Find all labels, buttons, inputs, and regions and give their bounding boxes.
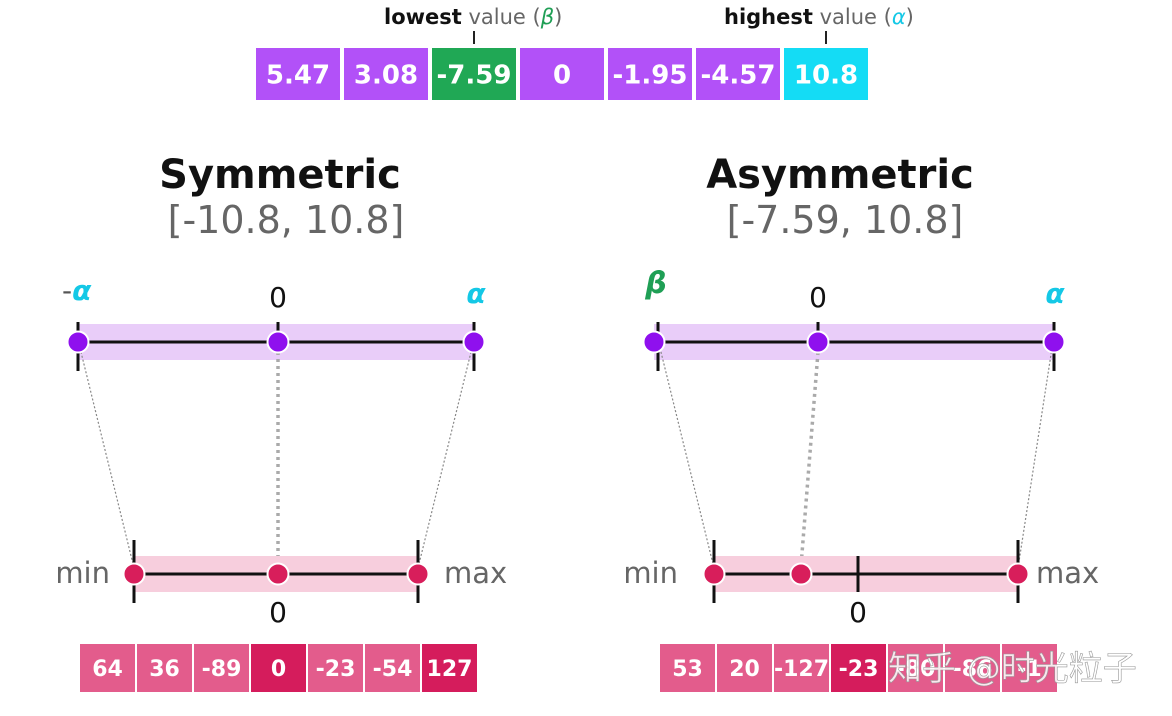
asym-beta-label: β: [644, 266, 666, 301]
input-cell-value-4: -1.95: [613, 60, 688, 90]
input-cell-1: [344, 48, 428, 100]
symmetric-title: Symmetric: [159, 152, 401, 198]
sym-int-dot-max: [406, 562, 430, 586]
sym-map-line-right: [417, 347, 473, 569]
asym-max-label: max: [1036, 556, 1099, 590]
input-cell-2: [432, 48, 516, 100]
sym-map-line-left: [79, 347, 135, 569]
asym-int-dot-max: [1006, 562, 1030, 586]
asym-zero-top-label: 0: [809, 281, 827, 314]
input-cell-3: [520, 48, 604, 100]
sym-output-cell-3: [251, 644, 306, 692]
asym-output-cell-3: [831, 644, 886, 692]
sym-output-cell-2: [194, 644, 249, 692]
sym-float-dot-neg-alpha: [66, 330, 90, 354]
asym-float-dot-alpha: [1042, 330, 1066, 354]
sym-output-cell-0: [80, 644, 135, 692]
lowest-value-label: lowest value (β): [384, 5, 562, 29]
sym-int-dot-min: [122, 562, 146, 586]
asym-min-label: min: [623, 556, 678, 590]
sym-output-cell-value-3: 0: [271, 657, 286, 682]
sym-output-cell-value-1: 36: [149, 657, 180, 682]
symmetric-output-row: 64 36 -89 0 -23 -54 127: [80, 644, 477, 692]
asym-output-cell-0: [660, 644, 715, 692]
asym-output-cell-value-2: -127: [774, 657, 829, 682]
input-cell-5: [696, 48, 780, 100]
asym-output-cell-6: [1002, 644, 1057, 692]
input-cell-value-6: 10.8: [794, 60, 858, 90]
input-cell-6: [784, 48, 868, 100]
sym-float-dot-alpha: [462, 330, 486, 354]
sym-output-cell-value-4: -23: [316, 657, 356, 682]
input-cell-value-3: 0: [553, 60, 571, 90]
asym-map-line-left: [659, 347, 715, 569]
input-cell-4: [608, 48, 692, 100]
input-cell-value-2: -7.59: [437, 60, 512, 90]
input-values-row: 5.47 3.08 -7.59 0 -1.95 -4.57 10.8: [256, 48, 868, 100]
asym-output-cell-value-4: -80: [896, 657, 936, 682]
sym-zero-bottom-label: 0: [269, 596, 287, 629]
symmetric-range: [-10.8, 10.8]: [168, 198, 405, 242]
asym-output-cell-5: [945, 644, 1000, 692]
asymmetric-title: Asymmetric: [706, 152, 974, 198]
asymmetric-output-row: 53 20 -127 -23 -80 -86 -1: [660, 644, 1057, 692]
sym-output-cell-6: [422, 644, 477, 692]
sym-float-dot-zero: [266, 330, 290, 354]
sym-output-cell-1: [137, 644, 192, 692]
input-cell-value-0: 5.47: [266, 60, 330, 90]
sym-alpha-label: α: [466, 277, 486, 310]
asym-map-line-zero: [799, 351, 820, 567]
sym-output-cell-4: [308, 644, 363, 692]
asym-output-cell-1: [717, 644, 772, 692]
asym-output-cell-value-5: -86: [953, 657, 993, 682]
sym-output-cell-value-5: -54: [373, 657, 413, 682]
sym-output-cell-5: [365, 644, 420, 692]
asym-output-cell-value-6: -1: [1017, 657, 1041, 682]
sym-zero-top-label: 0: [269, 281, 287, 314]
sym-output-cell-value-0: 64: [92, 657, 123, 682]
input-cell-value-5: -4.57: [701, 60, 776, 90]
sym-min-label: min: [55, 556, 110, 590]
asymmetric-range: [-7.59, 10.8]: [727, 198, 964, 242]
asym-output-cell-2: [774, 644, 829, 692]
input-cell-0: [256, 48, 340, 100]
asym-float-dot-zero: [806, 330, 830, 354]
asym-alpha-label: α: [1045, 277, 1065, 310]
neg-alpha-label: -α: [62, 274, 92, 307]
highest-value-label: highest value (α): [724, 5, 914, 29]
asym-int-dot-zero-point: [789, 562, 813, 586]
asym-output-cell-value-0: 53: [672, 657, 703, 682]
asym-output-cell-4: [888, 644, 943, 692]
asym-zero-bottom-label: 0: [849, 596, 867, 629]
asym-int-dot-min: [702, 562, 726, 586]
asym-float-dot-beta: [642, 330, 666, 354]
asym-output-cell-value-1: 20: [729, 657, 760, 682]
watermark: 知乎 @时光粒子: [888, 649, 1137, 689]
sym-output-cell-value-6: 127: [427, 657, 473, 682]
sym-output-cell-value-2: -89: [202, 657, 242, 682]
asym-map-line-right: [1017, 347, 1053, 569]
sym-max-label: max: [444, 556, 507, 590]
input-cell-value-1: 3.08: [354, 60, 418, 90]
sym-int-dot-zero: [266, 562, 290, 586]
asym-output-cell-value-3: -23: [839, 657, 879, 682]
